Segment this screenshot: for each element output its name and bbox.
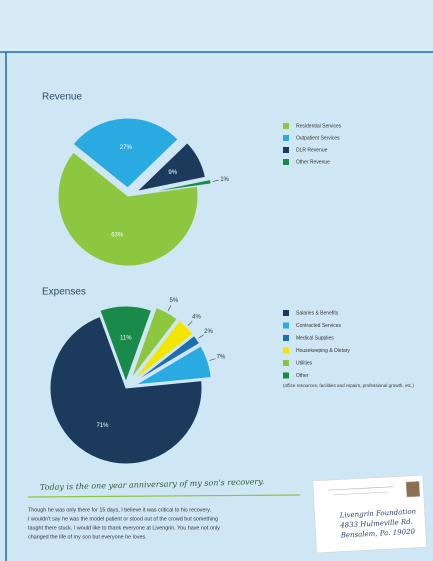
return-address xyxy=(333,491,389,496)
leader-line xyxy=(187,321,193,326)
chart-title: Expenses xyxy=(42,287,86,298)
legend-swatch xyxy=(283,147,289,153)
data-label: 5% xyxy=(170,298,179,304)
address-line: Bensalem, Pa. 19020 xyxy=(340,528,416,540)
pie-slice xyxy=(135,142,207,193)
pie-slice xyxy=(57,151,199,267)
paragraph-line: taught there stuck. I would like to than… xyxy=(28,525,220,531)
pie-slice xyxy=(99,305,153,384)
top-band xyxy=(0,0,433,52)
legend-label: Medical Supplies xyxy=(296,335,334,341)
chart-title: Revenue xyxy=(42,92,82,103)
pie-slice xyxy=(133,334,201,383)
legend-swatch xyxy=(283,123,289,129)
leader-line xyxy=(198,334,204,339)
legend-label: Housekeeping & Dietary xyxy=(296,348,350,354)
paragraph: Though he was only there for 15 days, I … xyxy=(28,507,220,540)
paragraph-line: I wouldn't say he was the model patient … xyxy=(28,516,218,522)
paragraph-line: Though he was only there for 15 days, I … xyxy=(28,507,211,513)
data-label: 1% xyxy=(220,177,229,183)
legend-swatch xyxy=(283,322,289,329)
pie-slice xyxy=(132,319,194,382)
legend-label: Other Revenue xyxy=(296,159,330,165)
data-label: 11% xyxy=(120,335,132,341)
address-line: 4833 Hulmeville Rd. xyxy=(339,518,413,530)
leader-line xyxy=(212,180,219,182)
leader-line xyxy=(209,358,216,361)
return-address xyxy=(328,486,394,491)
data-label: 4% xyxy=(192,315,201,321)
legend-label: Contracted Services xyxy=(296,323,342,329)
legend-label: Other xyxy=(296,373,309,379)
legend-label: DLR Revenue xyxy=(296,147,328,153)
legend-swatch xyxy=(283,159,289,165)
legend-swatch xyxy=(283,347,289,354)
pie-slice xyxy=(135,345,212,386)
legend-label: Outpatient Services xyxy=(296,135,340,141)
pie-slice xyxy=(130,306,178,380)
legend-swatch xyxy=(283,135,289,141)
legend-note: (office resources, facilities and repair… xyxy=(283,383,414,388)
legend-label: Utilities xyxy=(296,360,313,366)
green-rule xyxy=(27,494,301,498)
legend-label: Residential Services xyxy=(296,123,342,129)
data-label: 63% xyxy=(111,233,124,239)
data-label: 9% xyxy=(168,170,177,176)
data-label: 7% xyxy=(217,354,226,360)
pie-slice xyxy=(72,117,179,189)
paragraph-line: changed the life of my son but everyone … xyxy=(28,534,147,540)
stamp xyxy=(405,481,421,498)
legend-swatch xyxy=(283,360,289,366)
data-label: 71% xyxy=(97,423,110,429)
legend-swatch xyxy=(283,310,289,316)
legend-swatch xyxy=(283,335,289,341)
data-label: 2% xyxy=(204,329,213,335)
pie-slice xyxy=(49,315,203,465)
legend-label: Salaries & Benefits xyxy=(296,310,339,316)
leader-line xyxy=(167,305,172,311)
legend-swatch xyxy=(283,372,289,379)
data-label: 27% xyxy=(120,145,133,151)
pie-slice xyxy=(141,178,212,195)
